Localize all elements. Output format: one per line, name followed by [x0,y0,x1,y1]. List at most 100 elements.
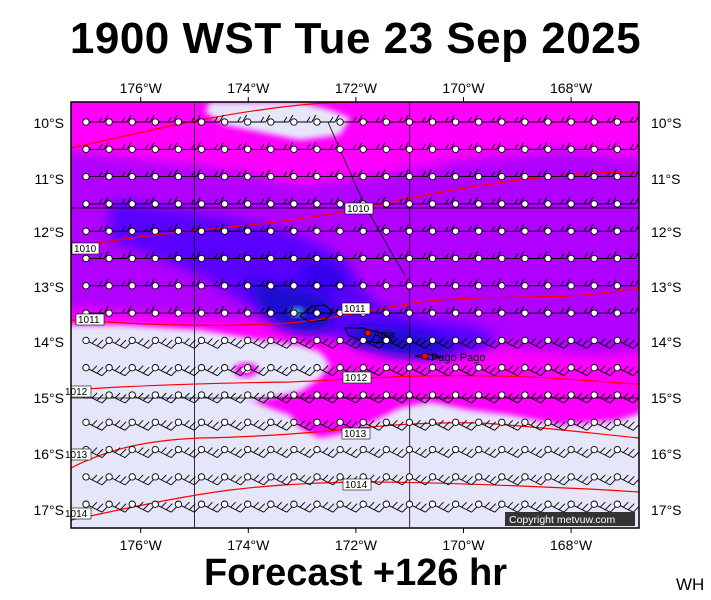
station-dot [567,227,575,235]
wind-barb [617,474,639,486]
copyright-text: Copyright metvuw.com [509,514,615,526]
wind-barb [501,419,525,431]
station-dot [498,145,506,153]
station-dot [475,200,483,208]
station-dot [82,418,90,426]
lat-labels-left: 10°S 11°S 12°S 13°S 14°S 15°S 16°S 17°S [33,115,64,518]
station-dot [544,473,552,481]
wind-barb [524,474,548,486]
station-dot [382,473,390,481]
station-dot [405,391,414,399]
wind-barb [155,338,178,349]
wind-barb [570,474,594,486]
lon-label: 170°W [442,537,485,553]
wind-barb [155,474,178,486]
station-dot [498,282,506,290]
station-dot [336,445,344,454]
station-dot [267,309,275,317]
station-dot [151,500,159,508]
wind-barb [108,501,132,513]
station-dot [197,364,206,372]
lat-label: 12°S [33,224,64,240]
wind-barb [409,392,432,404]
station-dot [220,336,229,345]
station-dot [382,418,390,426]
wind-barb [201,501,224,513]
station-dot [475,172,483,181]
station-dot [382,364,390,372]
station-dot [498,118,506,126]
station-dot [613,254,621,263]
station-dot [567,391,575,399]
isobar-label-text: 1014 [65,509,88,520]
station-dot [244,145,252,153]
station-dot [451,227,460,235]
station-dot [336,500,344,508]
station-dot [174,172,183,181]
station-dot [544,200,552,208]
wind-barb [432,338,455,349]
wind-barb [131,419,155,431]
station-dot [197,254,206,263]
station-dot [336,227,344,235]
station-dot [451,500,460,508]
station-dot [290,391,298,399]
station-dot [220,254,229,263]
station-dot [82,336,90,345]
wind-barb [85,474,109,486]
station-dot [313,227,321,235]
station-dot [174,200,183,208]
wind-barb [478,474,502,486]
station-dot [336,145,344,153]
station-dot [151,145,159,153]
station-dot [336,200,344,208]
wind-barb [524,419,548,431]
wind-barb [524,338,548,349]
station-dot [451,200,460,208]
station-dot [382,200,390,208]
station-dot [567,309,575,317]
wind-barb [270,474,294,486]
isobar-label-text: 1014 [345,480,368,491]
station-dot [313,391,321,399]
station-dot [544,145,552,153]
wind-barb [339,447,363,459]
station-dot [151,445,159,454]
isobar-1012 [71,375,639,391]
forecast-label: Forecast +126 hr [203,552,508,594]
wind-barb [478,338,502,349]
station-dot [128,500,136,508]
station-dot [128,227,136,235]
station-dot [290,282,298,290]
station-dot [428,172,437,181]
wind-barb [432,447,455,459]
moderate-rain-area [71,150,639,355]
station-dot [174,309,183,317]
station-dot [313,172,321,181]
wind-barb [178,338,201,349]
station-dot [82,254,90,263]
station-dot [174,473,183,481]
station-dot [498,254,506,263]
station-dot [544,391,552,399]
station-dot [521,473,529,481]
station-dot [244,391,252,399]
station-dot [128,391,136,399]
wind-barb [501,501,525,513]
station-dot [313,364,321,372]
wind-barb [524,447,548,459]
isobar-labels: 1010 1010 1011 1011 1012 1012 1013 1013 … [65,202,374,520]
isobar-label-1010-b: 1010 [344,202,374,215]
station-dot [220,145,229,153]
wind-barb [108,474,132,486]
station-dot [451,282,460,290]
wind-barb [617,392,639,404]
station-dot [359,254,367,263]
station-dot [197,445,206,454]
station-dot [405,200,414,208]
wind-barb [316,419,340,431]
station-dot [405,445,414,454]
wind-barb [155,447,178,459]
station-dot [128,118,136,126]
isobar-label-text: 1010 [74,244,97,255]
